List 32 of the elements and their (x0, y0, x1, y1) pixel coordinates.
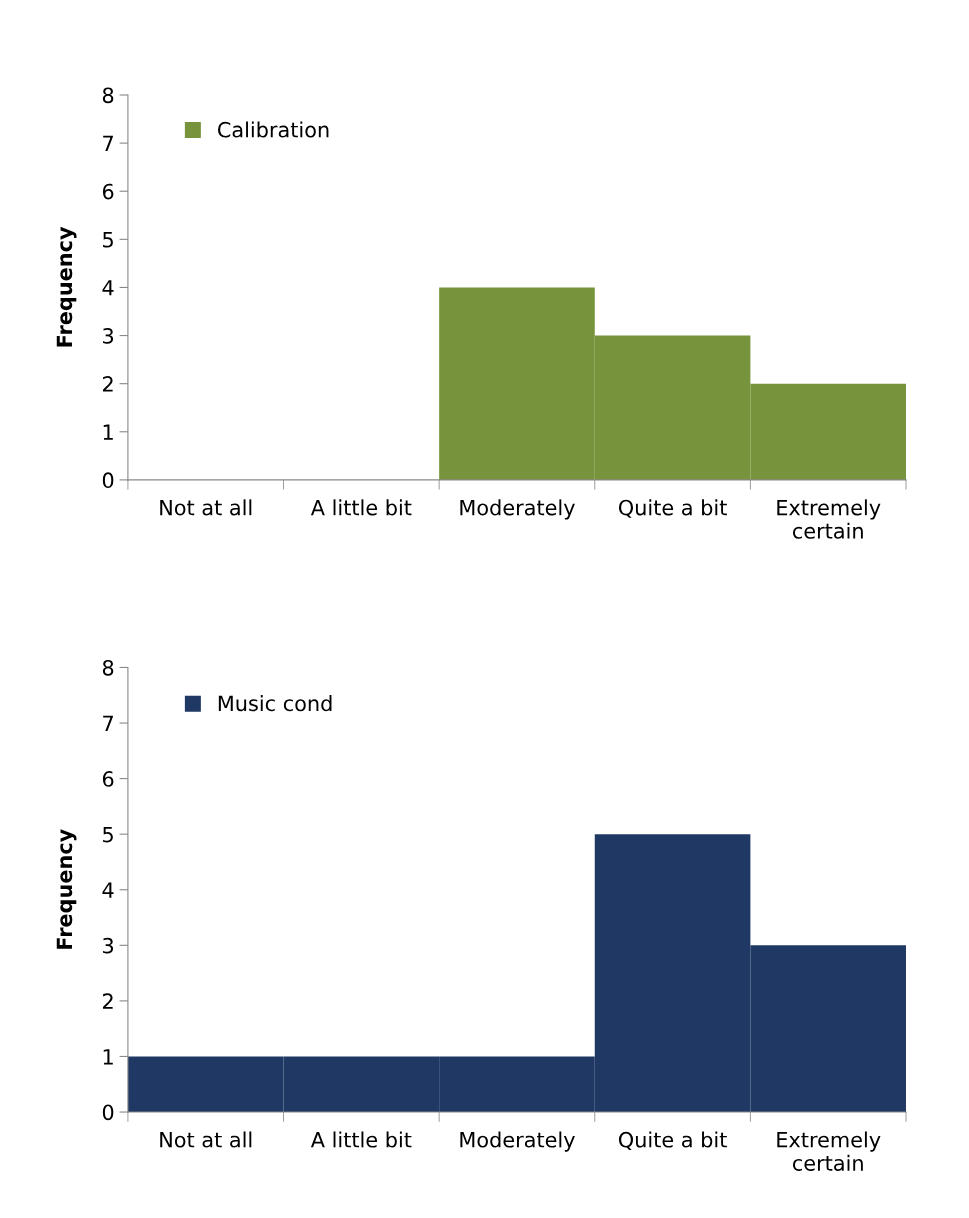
y-tick-label: 7 (103, 715, 113, 731)
x-tick-label: Quite a bit (618, 499, 727, 518)
x-tick-label: Moderately (460, 499, 575, 520)
y-axis-title: Frequency (56, 829, 77, 949)
y-tick-label: 5 (103, 826, 113, 843)
x-tick-label: Quite a bit (618, 1131, 727, 1150)
y-tick-label: 8 (102, 659, 114, 676)
legend-label: Calibration (217, 121, 329, 138)
y-tick-label: 3 (103, 328, 114, 344)
x-tick-label: Extremely certain (777, 1131, 881, 1171)
y-tick-label: 3 (103, 937, 114, 954)
y-tick-label: 4 (102, 280, 114, 296)
x-tick-label: Not at all (160, 1131, 252, 1148)
y-tick-label: 5 (103, 232, 113, 248)
y-axis-title: Frequency (56, 226, 77, 347)
y-tick-label: 4 (102, 882, 114, 898)
y-tick-label: 2 (102, 376, 113, 392)
y-tick-label: 7 (103, 135, 113, 152)
y-tick-label: 6 (102, 771, 114, 787)
y-tick-label: 6 (102, 183, 114, 200)
x-tick-label: Moderately (460, 1131, 575, 1152)
x-tick-label: A little bit (310, 499, 412, 516)
y-tick-label: 8 (102, 87, 114, 104)
x-tick-label: Extremely certain (777, 499, 881, 539)
y-tick-label: 1 (103, 1049, 113, 1065)
y-tick-label: 0 (102, 472, 114, 489)
y-tick-label: 0 (102, 1104, 114, 1121)
legend-label: Music cond (218, 695, 332, 712)
x-tick-label: A little bit (310, 1131, 412, 1148)
y-tick-label: 1 (103, 424, 113, 440)
y-tick-label: 2 (102, 993, 113, 1009)
x-tick-label: Not at all (160, 499, 252, 516)
